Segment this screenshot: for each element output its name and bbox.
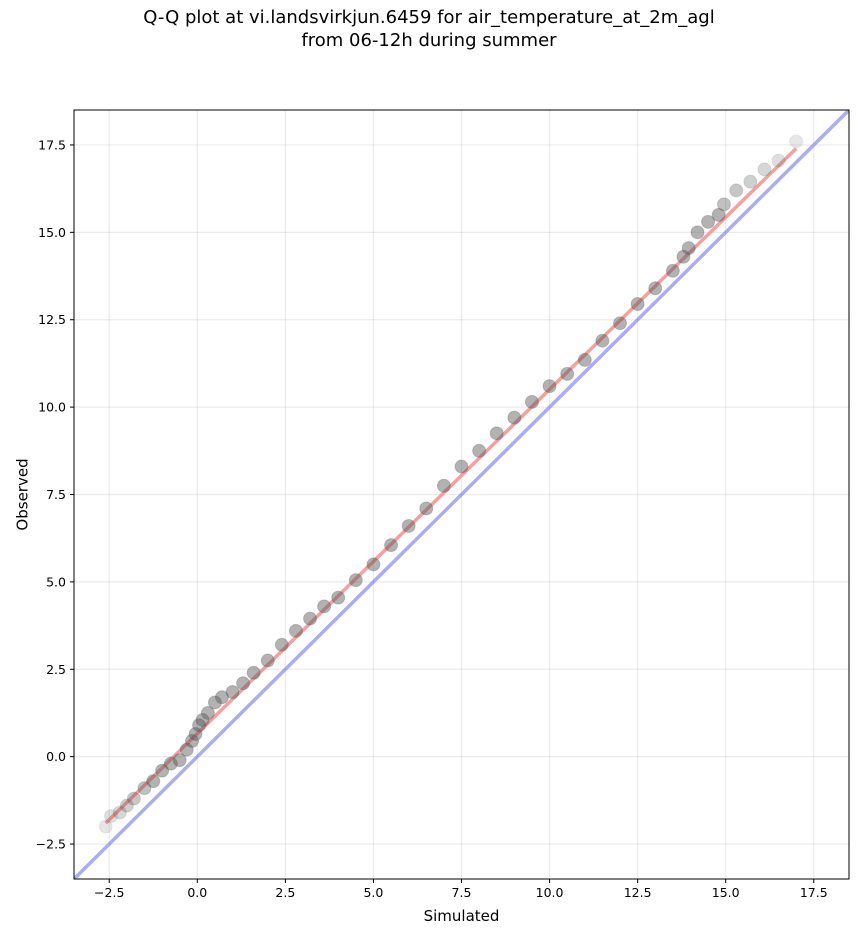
data-point xyxy=(771,153,786,168)
data-point xyxy=(577,352,592,367)
grid-lines xyxy=(74,110,849,879)
data-point xyxy=(711,207,726,222)
x-axis-label: Simulated xyxy=(424,907,500,925)
data-point xyxy=(690,225,705,240)
data-point xyxy=(163,756,178,771)
y-axis-label: Observed xyxy=(13,458,31,530)
y-tick-label: 0.0 xyxy=(46,749,66,764)
data-point xyxy=(613,316,628,331)
x-tick-label: 0.0 xyxy=(187,885,207,900)
data-point xyxy=(146,774,161,789)
data-point xyxy=(454,459,469,474)
data-point xyxy=(384,538,399,553)
data-point xyxy=(119,798,134,813)
data-point xyxy=(681,241,696,256)
data-point xyxy=(701,214,716,229)
data-point xyxy=(366,557,381,572)
x-tick-label: 17.5 xyxy=(800,885,828,900)
y-tick-label: 15.0 xyxy=(38,225,66,240)
x-tick-label: 10.0 xyxy=(536,885,564,900)
x-axis-ticks: −2.5 0.0 2.5 5.0 7.5 10.0 12.5 15.0 17.5 xyxy=(94,879,828,900)
data-point xyxy=(303,611,318,626)
y-tick-label: 17.5 xyxy=(38,137,66,152)
data-point xyxy=(137,781,152,796)
chart-title-line-1: Q-Q plot at vi.landsvirkjun.6459 for air… xyxy=(143,7,715,28)
data-point xyxy=(112,805,127,820)
data-point xyxy=(560,366,575,381)
data-point xyxy=(225,684,240,699)
data-point xyxy=(716,197,731,212)
y-tick-label: 12.5 xyxy=(38,312,66,327)
data-point xyxy=(246,665,261,680)
data-point xyxy=(472,443,487,458)
identity-line-layer xyxy=(74,110,849,879)
data-point xyxy=(185,733,200,748)
y-axis-ticks: −2.5 0.0 2.5 5.0 7.5 10.0 12.5 15.0 17.5 xyxy=(36,137,74,852)
quantile-points xyxy=(98,134,804,834)
data-point xyxy=(260,653,275,668)
data-point xyxy=(757,162,772,177)
data-point xyxy=(729,183,744,198)
data-point xyxy=(179,742,194,757)
chart-title-line-2: from 06-12h during summer xyxy=(301,30,557,51)
data-point xyxy=(172,753,187,768)
data-point xyxy=(207,695,222,710)
data-point xyxy=(507,410,522,425)
data-point xyxy=(288,623,303,638)
data-point xyxy=(188,726,203,741)
data-point xyxy=(524,394,539,409)
data-point xyxy=(676,249,691,264)
data-point xyxy=(489,426,504,441)
y-tick-label: 5.0 xyxy=(46,574,66,589)
data-point xyxy=(648,281,663,296)
data-point xyxy=(155,763,170,778)
fit-line-layer xyxy=(104,147,798,825)
data-point xyxy=(743,174,758,189)
data-point xyxy=(348,573,363,588)
data-point xyxy=(317,599,332,614)
x-tick-label: −2.5 xyxy=(94,885,124,900)
data-point xyxy=(401,518,416,533)
data-point xyxy=(192,718,207,733)
y-tick-label: 10.0 xyxy=(38,400,66,415)
data-point xyxy=(331,590,346,605)
data-point xyxy=(214,690,229,705)
data-point xyxy=(789,134,804,149)
data-point xyxy=(630,296,645,311)
data-point xyxy=(542,379,557,394)
data-point xyxy=(98,819,113,834)
data-point xyxy=(595,333,610,348)
x-tick-label: 7.5 xyxy=(452,885,472,900)
data-point xyxy=(436,478,451,493)
x-tick-label: 2.5 xyxy=(275,885,295,900)
x-tick-label: 12.5 xyxy=(624,885,652,900)
data-point xyxy=(200,705,215,720)
data-point xyxy=(103,809,118,824)
data-point xyxy=(236,676,251,691)
identity-line xyxy=(74,110,849,879)
y-tick-label: 2.5 xyxy=(46,662,66,677)
data-point xyxy=(665,263,680,278)
y-tick-label: −2.5 xyxy=(36,837,66,852)
chart-title: Q-Q plot at vi.landsvirkjun.6459 for air… xyxy=(0,6,858,52)
x-tick-label: 15.0 xyxy=(712,885,740,900)
y-tick-label: 7.5 xyxy=(46,487,66,502)
data-point xyxy=(126,791,141,806)
data-point xyxy=(195,712,210,727)
data-point xyxy=(274,637,289,652)
fit-line xyxy=(104,147,798,825)
x-tick-label: 5.0 xyxy=(363,885,383,900)
data-point xyxy=(419,501,434,516)
